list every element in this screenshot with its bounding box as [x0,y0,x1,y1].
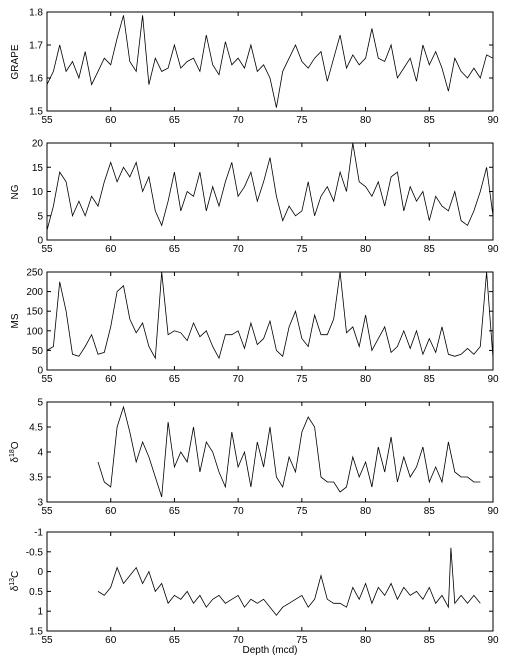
ms-x-tick-label: 65 [169,374,181,385]
d13c-ylabel: δ13C [9,571,21,592]
ng-x-tick-label: 55 [41,244,53,255]
d18o-x-tick-label: 90 [487,506,499,517]
d13c-y-tick-label: -1 [34,528,43,539]
ng-x-tick-label: 85 [424,244,436,255]
d18o-x-tick-label: 80 [360,506,372,517]
ms-y-tick-label: 150 [26,307,43,318]
ms-y-tick-label: 0 [37,366,43,377]
ng-x-tick-label: 65 [169,244,181,255]
ng-y-tick-label: 0 [37,236,43,247]
ng-x-tick-label: 60 [105,244,117,255]
grape-y-tick-label: 1.7 [29,41,43,52]
ng-y-tick-label: 20 [32,139,44,150]
x-axis-label: Depth (mcd) [242,645,297,656]
d18o-x-tick-label: 70 [233,506,245,517]
ng-plot-area: 55 60 65 70 75 80 85 90 0 5 10 15 20 [32,139,499,256]
d18o-x-tick-label: 85 [424,506,436,517]
grape-y-tick-label: 1.5 [29,107,43,118]
grape-x-tick-label: 70 [233,115,245,126]
grape-ylabel: GRAPE [10,44,21,79]
grape-series-line [47,15,493,108]
d13c-y-tick-label: 0 [37,567,43,578]
ng-y-tick-label: 10 [32,187,44,198]
grape-x-tick-label: 60 [105,115,117,126]
d13c-x-tick-label: 70 [233,635,245,646]
grape-x-tick-label: 90 [487,115,499,126]
d13c-y-tick-label: 0.5 [29,587,43,598]
d13c-x-tick-label: 85 [424,635,436,646]
panel-grape: 55 60 65 70 75 80 85 90 1.5 1.6 1.7 1.8 GRAPE [10,8,499,127]
grape-y-tick-label: 1.6 [29,74,43,85]
ng-x-tick-label: 75 [296,244,308,255]
d13c-plot-area: 55 60 65 70 75 80 85 90 -1 -0.5 0 0.5 1 1.5 [26,528,499,647]
grape-plot-frame [46,11,494,112]
panel-d18o: 55 60 65 70 75 80 85 90 3 3.5 4 4.5 5 δ18O [9,398,499,518]
panel-ng: 55 60 65 70 75 80 85 90 0 5 10 15 20 NG [10,139,499,256]
ms-plot-area: 55 60 65 70 75 80 85 90 0 50 100 150 200 250 [26,268,499,386]
ms-x-tick-label: 80 [360,374,372,385]
panel-ms: 55 60 65 70 75 80 85 90 0 50 100 150 200 250 MS [10,268,499,386]
ms-x-tick-label: 70 [233,374,245,385]
d13c-x-tick-label: 65 [169,635,181,646]
grape-x-tick-label: 65 [169,115,181,126]
d13c-y-tick-label: -0.5 [26,547,44,558]
d13c-plot-frame [46,531,494,632]
ms-ylabel: MS [10,313,21,328]
ms-plot-frame [46,271,494,371]
ms-x-tick-label: 90 [487,374,499,385]
d13c-x-tick-label: 80 [360,635,372,646]
ms-x-tick-label: 85 [424,374,436,385]
ms-x-tick-label: 55 [41,374,53,385]
d18o-y-tick-label: 3.5 [29,473,43,484]
ng-series-line [47,143,493,231]
grape-x-tick-label: 75 [296,115,308,126]
ms-y-tick-label: 200 [26,287,43,298]
d18o-x-tick-label: 65 [169,506,181,517]
ms-x-tick-label: 75 [296,374,308,385]
d18o-y-tick-label: 5 [37,398,43,409]
d13c-series-line [97,547,481,616]
ms-y-tick-label: 50 [32,346,44,357]
d13c-x-tick-label: 60 [105,635,117,646]
grape-plot-area: 55 60 65 70 75 80 85 90 1.5 1.6 1.7 1.8 [29,8,499,127]
d18o-y-tick-label: 4 [37,448,43,459]
d18o-x-tick-label: 75 [296,506,308,517]
d18o-y-tick-label: 4.5 [29,423,43,434]
ng-x-tick-label: 90 [487,244,499,255]
ng-y-tick-label: 15 [32,163,44,174]
ng-x-tick-label: 70 [233,244,245,255]
grape-x-tick-label: 55 [41,115,53,126]
ms-x-tick-label: 60 [105,374,117,385]
d13c-x-tick-label: 90 [487,635,499,646]
d13c-x-tick-label: 55 [41,635,53,646]
d13c-x-tick-label: 75 [296,635,308,646]
ng-x-tick-label: 80 [360,244,372,255]
d18o-x-tick-label: 55 [41,506,53,517]
ms-y-tick-label: 250 [26,268,43,279]
d18o-ylabel: δ18O [9,441,21,462]
grape-y-tick-label: 1.8 [29,8,43,19]
panel-d13c: 55 60 65 70 75 80 85 90 -1 -0.5 0 0.5 1 1.5 δ13C Dept… [9,528,499,657]
d18o-series-line [97,405,481,498]
d18o-x-tick-label: 60 [105,506,117,517]
d18o-y-tick-label: 3 [37,498,43,509]
grape-x-tick-label: 85 [424,115,436,126]
ng-y-tick-label: 5 [37,211,43,222]
d18o-plot-area: 55 60 65 70 75 80 85 90 3 3.5 4 4.5 5 [29,398,499,518]
d13c-y-tick-label: 1 [37,607,43,618]
ms-series-line [47,272,493,360]
ng-ylabel: NG [10,184,21,199]
grape-x-tick-label: 80 [360,115,372,126]
ms-y-tick-label: 100 [26,326,43,337]
d13c-y-tick-label: 1.5 [29,627,43,638]
